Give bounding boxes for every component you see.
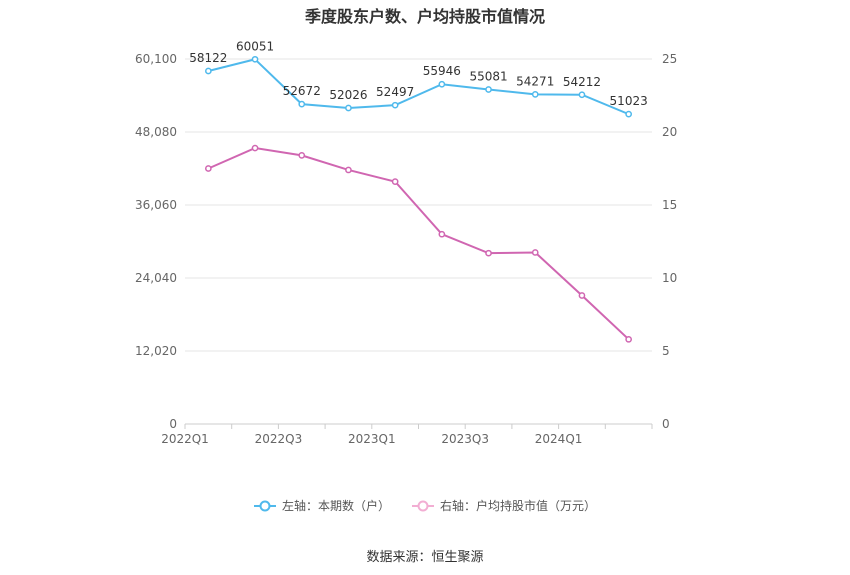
chart-legend: 左轴：本期数（户） 右轴：户均持股市值（万元） bbox=[0, 497, 850, 514]
data-point bbox=[345, 166, 352, 174]
data-label: 58122 bbox=[189, 51, 227, 65]
data-label: 52672 bbox=[283, 84, 321, 98]
data-point bbox=[625, 110, 633, 118]
data-point bbox=[438, 230, 446, 238]
left-axis-tick-label: 48,080 bbox=[135, 125, 177, 139]
legend-label-right-axis: 右轴：户均持股市值（万元） bbox=[440, 499, 597, 513]
left-axis-tick-label: 0 bbox=[169, 417, 177, 431]
series-line-shareholders bbox=[208, 58, 630, 116]
data-point bbox=[578, 91, 586, 99]
data-source-note: 数据来源：恒生聚源 bbox=[366, 550, 484, 565]
right-axis-tick-label: 10 bbox=[662, 271, 677, 285]
data-point bbox=[531, 91, 539, 98]
series-line-avg-holding-value bbox=[207, 147, 630, 341]
data-label: 52497 bbox=[376, 85, 414, 99]
data-point bbox=[438, 80, 446, 88]
data-point bbox=[578, 292, 586, 299]
data-point bbox=[625, 335, 633, 343]
chart-title: 季度股东户数、户均持股市值情况 bbox=[304, 7, 545, 26]
right-axis-tick-label: 0 bbox=[662, 417, 670, 431]
data-point bbox=[251, 144, 259, 152]
x-axis-tick-label: 2023Q1 bbox=[348, 432, 396, 446]
data-label: 52026 bbox=[329, 88, 367, 102]
legend-label-left-axis: 左轴：本期数（户） bbox=[281, 499, 390, 513]
data-point bbox=[485, 86, 492, 93]
data-point bbox=[391, 178, 399, 185]
line-chart: 012,02024,04036,06048,08060,100051015202… bbox=[135, 39, 677, 446]
right-axis-tick-label: 5 bbox=[662, 344, 670, 358]
x-axis-tick-label: 2022Q1 bbox=[161, 432, 209, 446]
data-label: 60051 bbox=[236, 39, 274, 53]
data-point bbox=[251, 55, 259, 63]
data-point bbox=[531, 249, 539, 256]
legend-marker-pink-icon bbox=[412, 500, 434, 511]
right-axis-tick-label: 15 bbox=[662, 198, 677, 212]
data-label: 55946 bbox=[423, 64, 461, 78]
left-axis-tick-label: 12,020 bbox=[135, 344, 177, 358]
data-point bbox=[345, 104, 352, 112]
data-point bbox=[298, 152, 306, 159]
data-point bbox=[205, 67, 212, 75]
data-label: 55081 bbox=[469, 69, 507, 83]
data-label: 54271 bbox=[516, 74, 554, 88]
data-point bbox=[485, 249, 492, 257]
right-axis-tick-label: 25 bbox=[662, 52, 677, 66]
left-axis-tick-label: 60,100 bbox=[135, 52, 177, 66]
left-axis-tick-label: 24,040 bbox=[135, 271, 177, 285]
x-axis-tick-label: 2024Q1 bbox=[535, 432, 583, 446]
data-point bbox=[298, 100, 306, 108]
legend-item-left-axis[interactable]: 左轴：本期数（户） bbox=[253, 497, 390, 514]
data-point bbox=[205, 165, 212, 172]
x-axis-tick-label: 2022Q3 bbox=[255, 432, 303, 446]
data-label: 54212 bbox=[563, 75, 601, 89]
data-label: 51023 bbox=[610, 94, 648, 108]
right-axis-tick-label: 20 bbox=[662, 125, 677, 139]
data-point bbox=[391, 101, 399, 109]
legend-marker-blue-icon bbox=[253, 500, 276, 511]
x-axis-tick-label: 2023Q3 bbox=[441, 432, 489, 446]
legend-item-right-axis[interactable]: 右轴：户均持股市值（万元） bbox=[412, 497, 596, 514]
left-axis-tick-label: 36,060 bbox=[135, 198, 177, 212]
